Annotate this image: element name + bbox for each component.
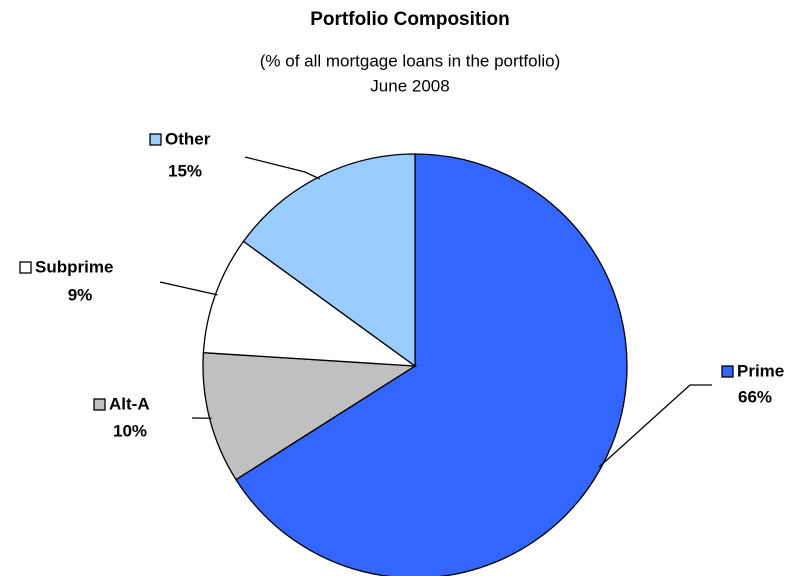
legend-swatch (93, 398, 106, 411)
value-label: 10% (113, 421, 147, 440)
slice-label: Prime (737, 361, 784, 380)
leader-line (598, 384, 712, 468)
pie-slice (242, 153, 416, 368)
pie-slice (235, 153, 628, 576)
chart-title: Portfolio Composition (310, 9, 509, 30)
slice-label: Alt-A (109, 394, 150, 413)
chart-date: June 2008 (370, 76, 449, 95)
slice-label: Subprime (35, 257, 113, 276)
legend-swatch (721, 365, 734, 378)
chart-subtitle: (% of all mortgage loans in the portfoli… (260, 51, 561, 70)
legend-swatch (149, 133, 162, 146)
value-label: 9% (68, 285, 93, 304)
leader-line (244, 156, 320, 180)
leader-line (159, 281, 218, 296)
legend-swatch (19, 261, 32, 274)
slice-label: Other (165, 129, 211, 148)
value-label: 66% (738, 387, 772, 406)
value-label: 15% (168, 161, 202, 180)
